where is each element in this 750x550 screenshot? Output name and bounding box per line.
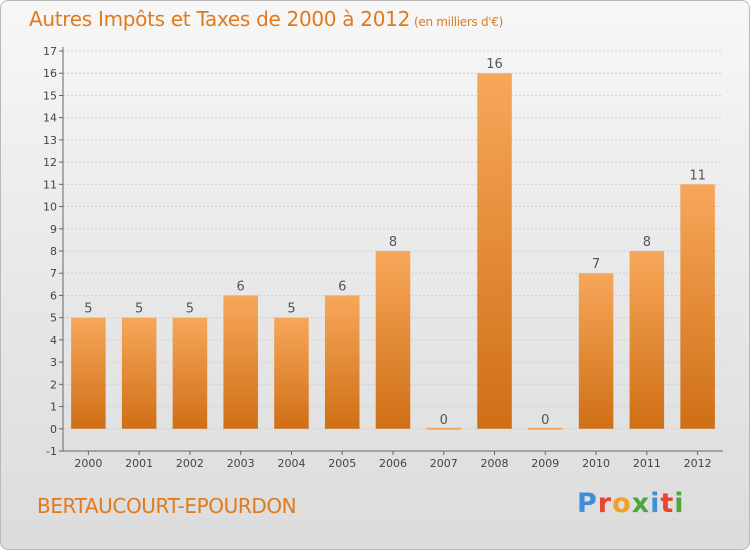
place-name: BERTAUCOURT-EPOURDON (37, 494, 297, 518)
bar-2004 (274, 317, 309, 429)
y-tick-label: 5 (50, 312, 57, 325)
y-tick-label: 6 (50, 289, 57, 302)
bars (71, 73, 715, 430)
y-tick-label: 17 (43, 45, 57, 58)
y-tick-label: 4 (50, 334, 57, 347)
x-tick-label-2008: 2008 (481, 457, 509, 470)
bar-2002 (172, 317, 208, 429)
value-label-2006: 8 (389, 235, 397, 250)
x-tick-label-2006: 2006 (379, 457, 407, 470)
value-label-2004: 5 (287, 302, 295, 317)
value-label-2010: 7 (592, 257, 600, 272)
y-tick-label: 10 (43, 201, 57, 214)
value-labels: 5 5 5 6 5 6 8 0 16 0 7 8 11 (84, 57, 706, 428)
y-tick-label: 9 (50, 223, 57, 236)
y-tick-label: 8 (50, 245, 57, 258)
y-tick-label: 12 (43, 156, 57, 169)
proxiti-logo[interactable]: Proxiti (577, 488, 685, 519)
y-tick-label: 1 (50, 401, 57, 414)
logo-letter: r (597, 488, 613, 519)
x-tick-label-2009: 2009 (531, 457, 559, 470)
bar-2006 (375, 251, 411, 429)
x-tick-label-2011: 2011 (633, 457, 661, 470)
value-label-2011: 8 (643, 235, 651, 250)
y-tick-label: 15 (43, 89, 57, 102)
logo-letter: i (650, 488, 661, 519)
bar-2010 (578, 273, 614, 429)
y-tick-label: 2 (50, 378, 57, 391)
x-tick-label-2012: 2012 (684, 457, 712, 470)
y-tick-label: 16 (43, 67, 57, 80)
value-label-2007: 0 (440, 413, 448, 428)
value-label-2000: 5 (84, 302, 92, 317)
x-tick-label-2002: 2002 (176, 457, 204, 470)
logo-letter: o (612, 488, 632, 519)
chart-title-unit: (en milliers d'€) (414, 15, 504, 29)
y-tick-label: 7 (50, 267, 57, 280)
y-tick-label: 13 (43, 134, 57, 147)
bar-2007 (426, 427, 462, 430)
value-label-2012: 11 (689, 168, 706, 183)
bar-2000 (71, 317, 106, 429)
value-label-2001: 5 (135, 302, 143, 317)
x-tick-label-2001: 2001 (125, 457, 153, 470)
bar-2008 (477, 73, 512, 429)
bar-2005 (324, 295, 360, 429)
x-tick-label-2004: 2004 (277, 457, 305, 470)
logo-letter: i (674, 488, 685, 519)
y-tick-label: 11 (43, 178, 57, 191)
value-label-2003: 6 (237, 279, 245, 294)
y-tick-label: -1 (46, 445, 57, 458)
y-tick-label: 3 (50, 356, 57, 369)
logo-letter: t (660, 488, 675, 519)
x-tick-label-2003: 2003 (227, 457, 255, 470)
y-tick-label: 14 (43, 112, 57, 125)
bar-2003 (223, 295, 258, 429)
logo-letter: P (577, 488, 598, 519)
bar-2009 (528, 427, 563, 430)
x-tick-label-2007: 2007 (430, 457, 458, 470)
y-tick-label: 0 (50, 423, 57, 436)
value-label-2002: 5 (186, 302, 194, 317)
bar-2001 (121, 317, 157, 429)
bar-2012 (680, 184, 715, 429)
logo-letter: x (631, 488, 651, 519)
x-tick-label-2005: 2005 (328, 457, 356, 470)
bar-2011 (629, 251, 665, 429)
x-tick-label-2000: 2000 (74, 457, 102, 470)
value-label-2009: 0 (541, 413, 549, 428)
chart-title-main: Autres Impôts et Taxes de 2000 à 2012 (29, 7, 410, 31)
value-label-2008: 16 (486, 57, 503, 72)
chart-title: Autres Impôts et Taxes de 2000 à 2012 (en… (29, 7, 503, 31)
value-label-2005: 6 (338, 279, 346, 294)
x-tick-label-2010: 2010 (582, 457, 610, 470)
